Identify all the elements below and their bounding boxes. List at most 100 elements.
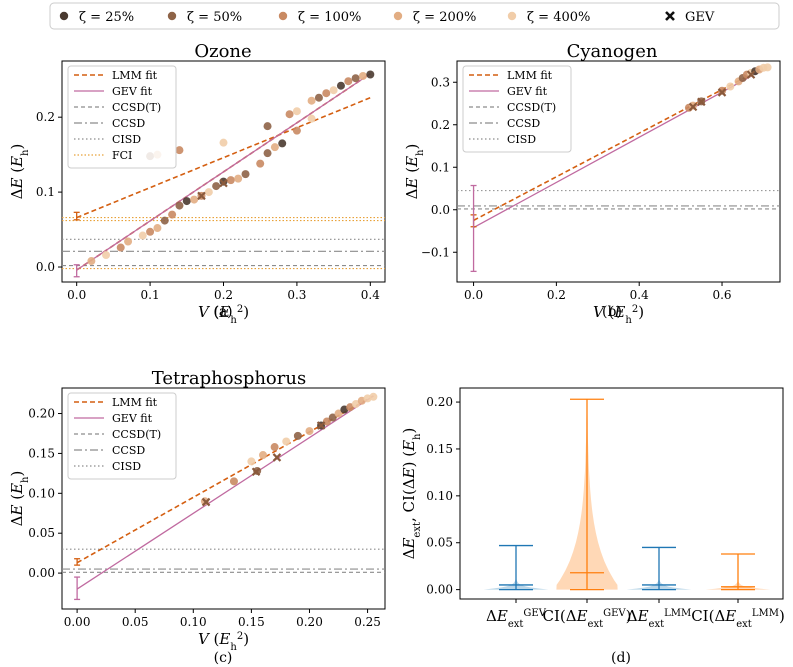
legend-entry: CISD (112, 133, 141, 146)
data-point (329, 86, 338, 95)
x-tick-label: 0.1 (141, 288, 160, 302)
x-tick-label: 0.4 (630, 288, 649, 302)
legend-entry: CCSD(T) (507, 101, 556, 114)
plot-area (62, 70, 385, 278)
gev-marker (697, 97, 706, 107)
gev-marker-stroke (697, 97, 706, 107)
data-point (182, 197, 191, 206)
x-axis-label: V (Eh2) (198, 630, 249, 653)
gev-marker (316, 421, 326, 430)
x-category-label: CI(ΔEextGEV) (543, 607, 632, 630)
data-point (270, 143, 279, 152)
legend-marker-zeta (59, 11, 69, 21)
gev-marker (746, 70, 756, 79)
data-point (146, 227, 155, 236)
y-axis-label: ΔE (Eh) (8, 144, 31, 200)
x-tick-label: 0.2 (547, 288, 566, 302)
y-tick-label: 0.15 (426, 442, 453, 456)
legend-marker-zeta (278, 11, 288, 21)
gev-marker-stroke (201, 497, 211, 507)
y-tick-label: −0.1 (421, 245, 450, 259)
panel-legend: LMM fit GEV fit CCSD(T) CCSD CISD (67, 392, 177, 480)
legend-label: ζ = 25% (79, 10, 134, 25)
legend-marker-zeta (507, 11, 517, 21)
gev-errorbar (74, 576, 81, 601)
y-tick-label: 0.20 (28, 407, 55, 421)
x-axis-label: V (Eh2) (593, 303, 644, 326)
legend-gev-stroke (665, 11, 675, 21)
gev-fit-line (76, 73, 371, 271)
x-category-label: ΔEextLMM (627, 607, 692, 630)
x-tick-label: 0.25 (354, 615, 381, 629)
gev-errorbar (73, 264, 80, 278)
panel-tetraphosphorus: Tetraphosphorus 0.00 0.05 0.10 0.15 0.20 0.25… (8, 368, 386, 666)
data-point (234, 174, 243, 183)
data-point (168, 210, 177, 219)
data-point (293, 431, 302, 440)
x-axis-label: V (Eh2) (198, 303, 249, 326)
legend-entry: CISD (507, 133, 536, 146)
data-point (292, 107, 301, 116)
data-point (726, 82, 735, 91)
gev-marker-stroke (688, 102, 698, 112)
data-point (204, 188, 213, 197)
x-tick-label: 0.15 (238, 615, 265, 629)
legend-entry: LMM fit (112, 69, 158, 82)
legend-marker-zeta (167, 11, 177, 21)
lmm-fit-line (473, 67, 764, 222)
lmm-fit-line (76, 96, 371, 219)
data-point (175, 146, 184, 155)
panel-c-title: Tetraphosphorus (152, 368, 306, 389)
data-point (718, 86, 727, 95)
violin-2 (626, 546, 692, 591)
legend-entry: GEV fit (507, 85, 548, 98)
y-tick-label: 0.00 (28, 566, 55, 580)
gev-marker-stroke (316, 421, 326, 430)
violin-0 (483, 544, 549, 591)
gev-marker (272, 453, 282, 462)
legend-label: ζ = 100% (298, 10, 361, 25)
data-point (322, 417, 331, 426)
panel-violin: 0.00 0.05 0.10 0.15 0.20 ΔEextGEVCI(ΔEextGEV)… (400, 387, 785, 666)
legend-marker-gev (665, 11, 675, 21)
legend-entry: CCSD (507, 117, 540, 130)
y-tick-label: 0.05 (426, 536, 453, 550)
legend-entry: CCSD (112, 117, 145, 130)
data-point (358, 71, 367, 80)
x-tick-label: 0.4 (361, 288, 380, 302)
data-point (259, 451, 268, 460)
data-point (336, 81, 345, 90)
data-point (124, 237, 133, 246)
y-tick-label: 0.15 (28, 446, 55, 460)
gev-marker (688, 102, 698, 112)
gev-marker-stroke (197, 191, 206, 201)
gev-marker (717, 88, 727, 97)
data-point (247, 457, 256, 466)
data-point (369, 392, 378, 401)
panel-legend: LMM fit GEV fit CCSD(T) CCSD CISD FCI (67, 65, 177, 169)
legend-label: ζ = 400% (527, 10, 590, 25)
plot-area (457, 63, 780, 273)
data-point (190, 195, 199, 204)
legend-entry: GEV fit (112, 85, 153, 98)
y-tick-label: 0.3 (431, 75, 450, 89)
y-axis-label: ΔE (Eh) (8, 471, 31, 527)
panel-ozone: Ozone 0.0 0.1 0.2 0.3 0.40.00.10.2V (Eh2)ΔE … (8, 41, 386, 326)
plot-area (62, 392, 385, 601)
data-point (282, 437, 291, 446)
gev-marker (219, 178, 228, 188)
data-point (278, 139, 287, 148)
top-legend-frame (49, 2, 780, 30)
x-tick-label: 0.00 (64, 615, 91, 629)
panel-b-title: Cyanogen (567, 41, 658, 62)
data-point (305, 427, 314, 436)
y-tick-label: 0.1 (431, 160, 450, 174)
panel-legend: LMM fit GEV fit CCSD(T) CCSD CISD (462, 65, 572, 153)
data-point (263, 149, 272, 158)
data-point (328, 413, 337, 422)
legend-label: ζ = 200% (413, 10, 476, 25)
panel-legend-frame (462, 65, 572, 153)
x-category-label: ΔEextGEV (486, 607, 547, 630)
panel-d-frame (459, 387, 784, 600)
legend-entry: GEV fit (112, 412, 153, 425)
